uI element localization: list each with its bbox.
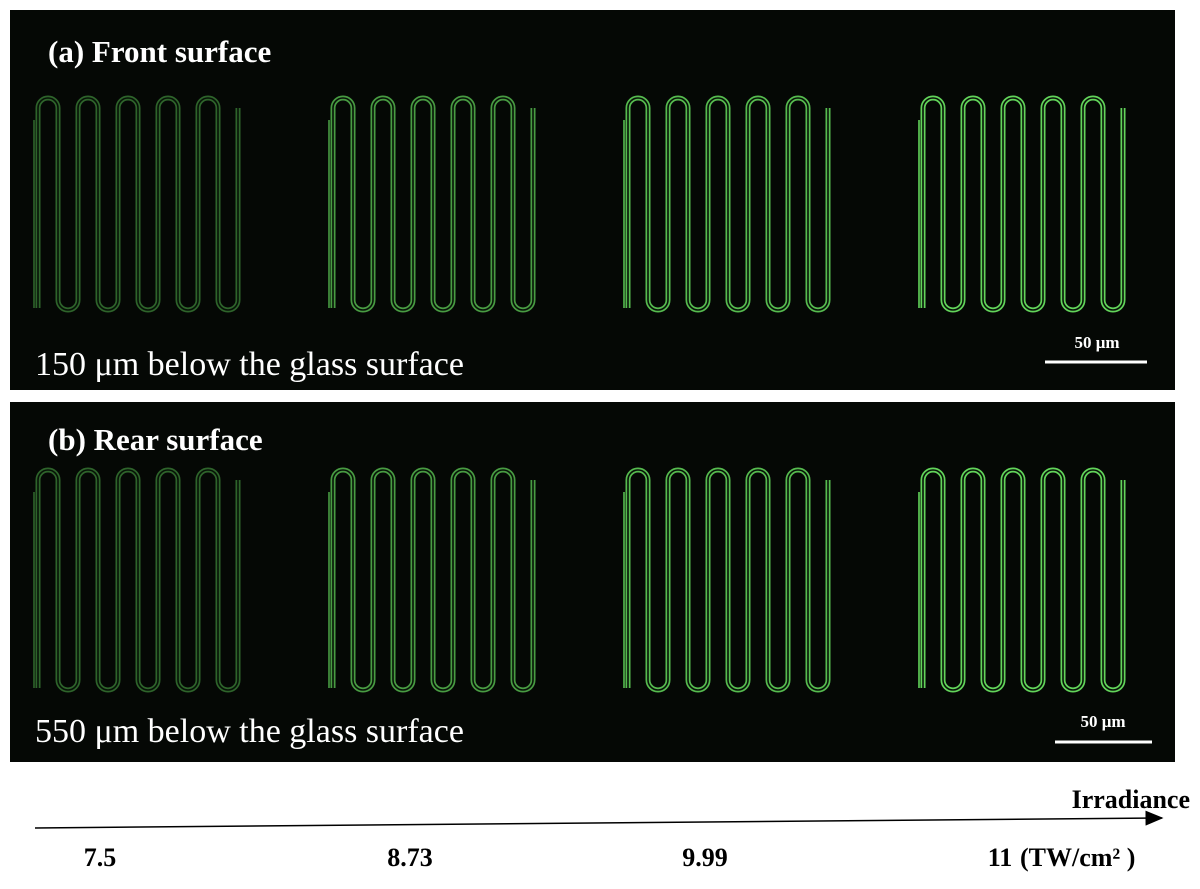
axis-unit: (TW/cm² )	[1020, 843, 1135, 872]
panel-label: (b) Rear surface	[48, 422, 263, 457]
depth-label: 550 μm below the glass surface	[35, 713, 464, 750]
tick-label: 9.99	[682, 843, 728, 872]
scale-bar-label: 50 μm	[1074, 333, 1119, 352]
panel-label: (a) Front surface	[48, 34, 271, 69]
patterns	[33, 95, 1126, 693]
serpentine-core	[332, 469, 534, 691]
scale-bar-label: 50 μm	[1080, 712, 1125, 731]
tick-label: 7.5	[84, 843, 117, 872]
depth-label: 150 μm below the glass surface	[35, 346, 464, 383]
serpentine-core	[37, 469, 239, 691]
serpentine-core	[37, 97, 239, 311]
serpentine-core	[627, 97, 829, 311]
axis-title: Irradiance	[1072, 785, 1190, 814]
tick-label: 11	[988, 843, 1013, 872]
axis-arrow	[34, 810, 1164, 829]
serpentine-core	[627, 469, 829, 691]
serpentine-core	[332, 97, 534, 311]
serpentine-core	[922, 469, 1124, 691]
tick-label: 8.73	[387, 843, 433, 872]
serpentine-core	[922, 97, 1124, 311]
